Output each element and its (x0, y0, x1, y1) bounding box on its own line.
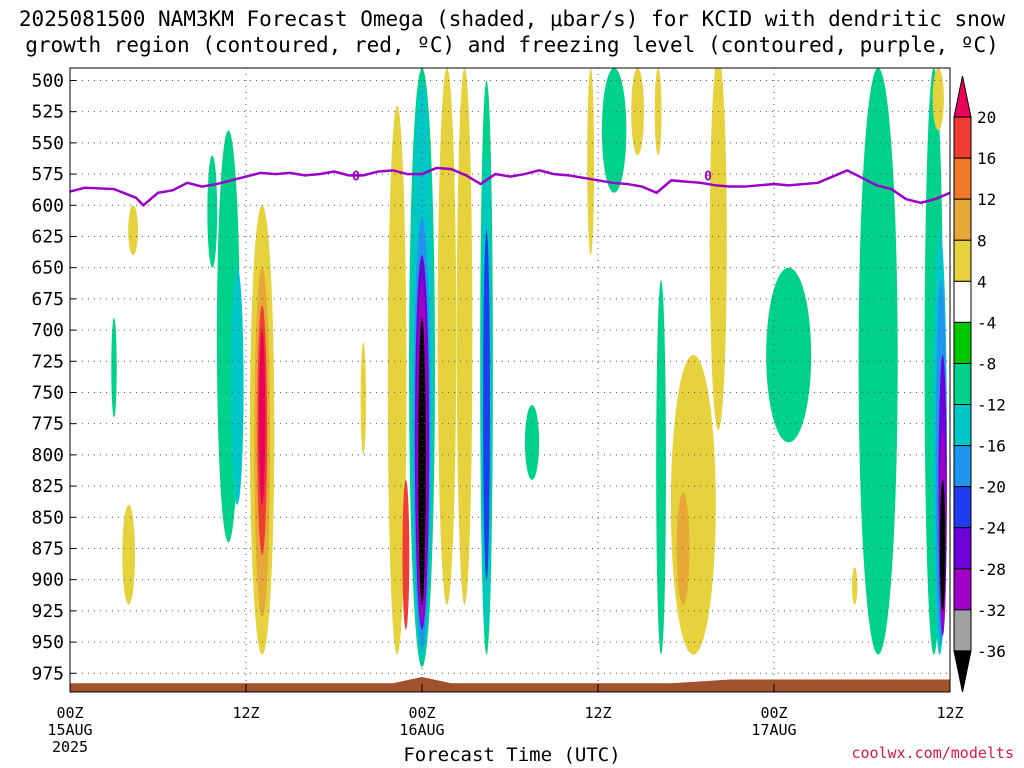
y-tick-label-850: 850 (31, 507, 64, 528)
colorbar-segment-14 (953, 650, 972, 693)
colorbar-segment-6 (953, 321, 972, 364)
credit-text: coolwx.com/modelts (851, 744, 1014, 762)
x-tick-label-0-1: 15AUG (47, 721, 92, 739)
x-tick-label-0-0: 00Z (56, 704, 83, 722)
omega-region-18 (483, 230, 490, 580)
omega-region-36 (122, 504, 136, 605)
omega-region-29 (858, 68, 898, 655)
colorbar-segment-8 (953, 404, 972, 447)
x-tick-label-60-0: 12Z (936, 704, 963, 722)
colorbar-segment-7 (953, 362, 972, 406)
y-tick-label-700: 700 (31, 320, 64, 341)
colorbar-segment-1 (953, 116, 972, 159)
omega-region-37 (128, 205, 138, 256)
omega-region-13 (437, 68, 457, 605)
y-tick-label-900: 900 (31, 570, 64, 591)
freezing-level-label-1: 0 (704, 169, 712, 184)
colorbar-label-7: -12 (977, 396, 1006, 415)
colorbar-label-13: -36 (977, 642, 1006, 661)
omega-region-25 (670, 355, 716, 655)
y-tick-label-925: 925 (31, 601, 64, 622)
omega-region-38 (111, 317, 117, 418)
colorbar-label-8: -16 (977, 437, 1006, 456)
y-tick-label-800: 800 (31, 445, 64, 466)
y-tick-label-825: 825 (31, 476, 64, 497)
x-axis-label: Forecast Time (UTC) (403, 744, 621, 766)
x-tick-label-24-0: 00Z (408, 704, 435, 722)
colorbar-label-5: -4 (977, 313, 996, 332)
y-tick-label-950: 950 (31, 632, 64, 653)
chart-title-line-2: growth region (contoured, red, ºC) and f… (25, 33, 999, 57)
y-tick-label-975: 975 (31, 663, 64, 684)
omega-region-21 (587, 68, 595, 256)
colorbar-segment-4 (953, 239, 972, 282)
colorbar-segment-3 (953, 198, 972, 241)
omega-region-5 (259, 330, 266, 505)
colorbar-label-12: -32 (977, 601, 1006, 620)
x-tick-label-12-0: 12Z (232, 704, 259, 722)
omega-region-41 (932, 68, 944, 131)
omega-region-35 (939, 479, 946, 611)
y-tick-label-500: 500 (31, 70, 64, 91)
y-tick-label-725: 725 (31, 351, 64, 372)
omega-region-26 (676, 492, 690, 605)
y-tick-label-550: 550 (31, 133, 64, 154)
colorbar-label-4: 4 (977, 272, 987, 291)
colorbar-segment-0 (953, 75, 972, 118)
y-tick-label-750: 750 (31, 382, 64, 403)
surface-ground (70, 677, 950, 692)
x-tick-label-48-1: 17AUG (751, 721, 796, 739)
omega-region-23 (631, 68, 644, 156)
colorbar-label-11: -28 (977, 560, 1006, 579)
omega-region-1 (230, 267, 244, 505)
colorbar-segment-9 (953, 445, 972, 488)
colorbar-segment-12 (953, 568, 972, 611)
omega-region-24 (656, 280, 666, 655)
colorbar-segment-10 (953, 486, 972, 529)
x-tick-label-24-1: 16AUG (399, 721, 444, 739)
colorbar-label-9: -20 (977, 478, 1006, 497)
chart-title-line-1: 2025081500 NAM3KM Forecast Omega (shaded… (18, 7, 1006, 31)
y-tick-label-600: 600 (31, 195, 64, 216)
colorbar-segment-11 (953, 527, 972, 570)
omega-region-6 (207, 155, 218, 268)
y-tick-label-875: 875 (31, 538, 64, 559)
colorbar-label-1: 16 (977, 149, 996, 168)
y-tick-label-575: 575 (31, 164, 64, 185)
omega-region-40 (851, 567, 858, 605)
omega-region-27 (709, 68, 727, 430)
colorbar-label-6: -8 (977, 354, 996, 373)
y-tick-label-675: 675 (31, 289, 64, 310)
plot-frame (69, 67, 951, 693)
y-tick-label-775: 775 (31, 414, 64, 435)
omega-region-14 (387, 105, 407, 655)
colorbar-label-3: 8 (977, 231, 987, 250)
y-tick-label-525: 525 (31, 102, 64, 123)
colorbar-label-2: 12 (977, 190, 996, 209)
omega-region-39 (360, 342, 367, 455)
omega-region-28 (766, 267, 812, 443)
x-tick-label-36-0: 12Z (584, 704, 611, 722)
omega-region-15 (402, 479, 410, 630)
freezing-level-label-0: 0 (352, 169, 360, 184)
x-tick-label-0-2: 2025 (52, 738, 88, 756)
colorbar-segment-5 (953, 280, 972, 323)
y-tick-label-650: 650 (31, 258, 64, 279)
colorbar-segment-2 (953, 157, 972, 200)
colorbar-label-10: -24 (977, 519, 1006, 538)
colorbar-label-0: 20 (977, 108, 996, 127)
omega-region-20 (524, 404, 540, 480)
freezing-level-line (70, 166, 950, 207)
y-tick-label-625: 625 (31, 226, 64, 247)
omega-region-12 (418, 317, 426, 605)
colorbar-segment-13 (953, 609, 972, 652)
x-tick-label-48-0: 00Z (760, 704, 787, 722)
omega-region-19 (456, 68, 473, 605)
omega-region-22 (601, 68, 627, 193)
